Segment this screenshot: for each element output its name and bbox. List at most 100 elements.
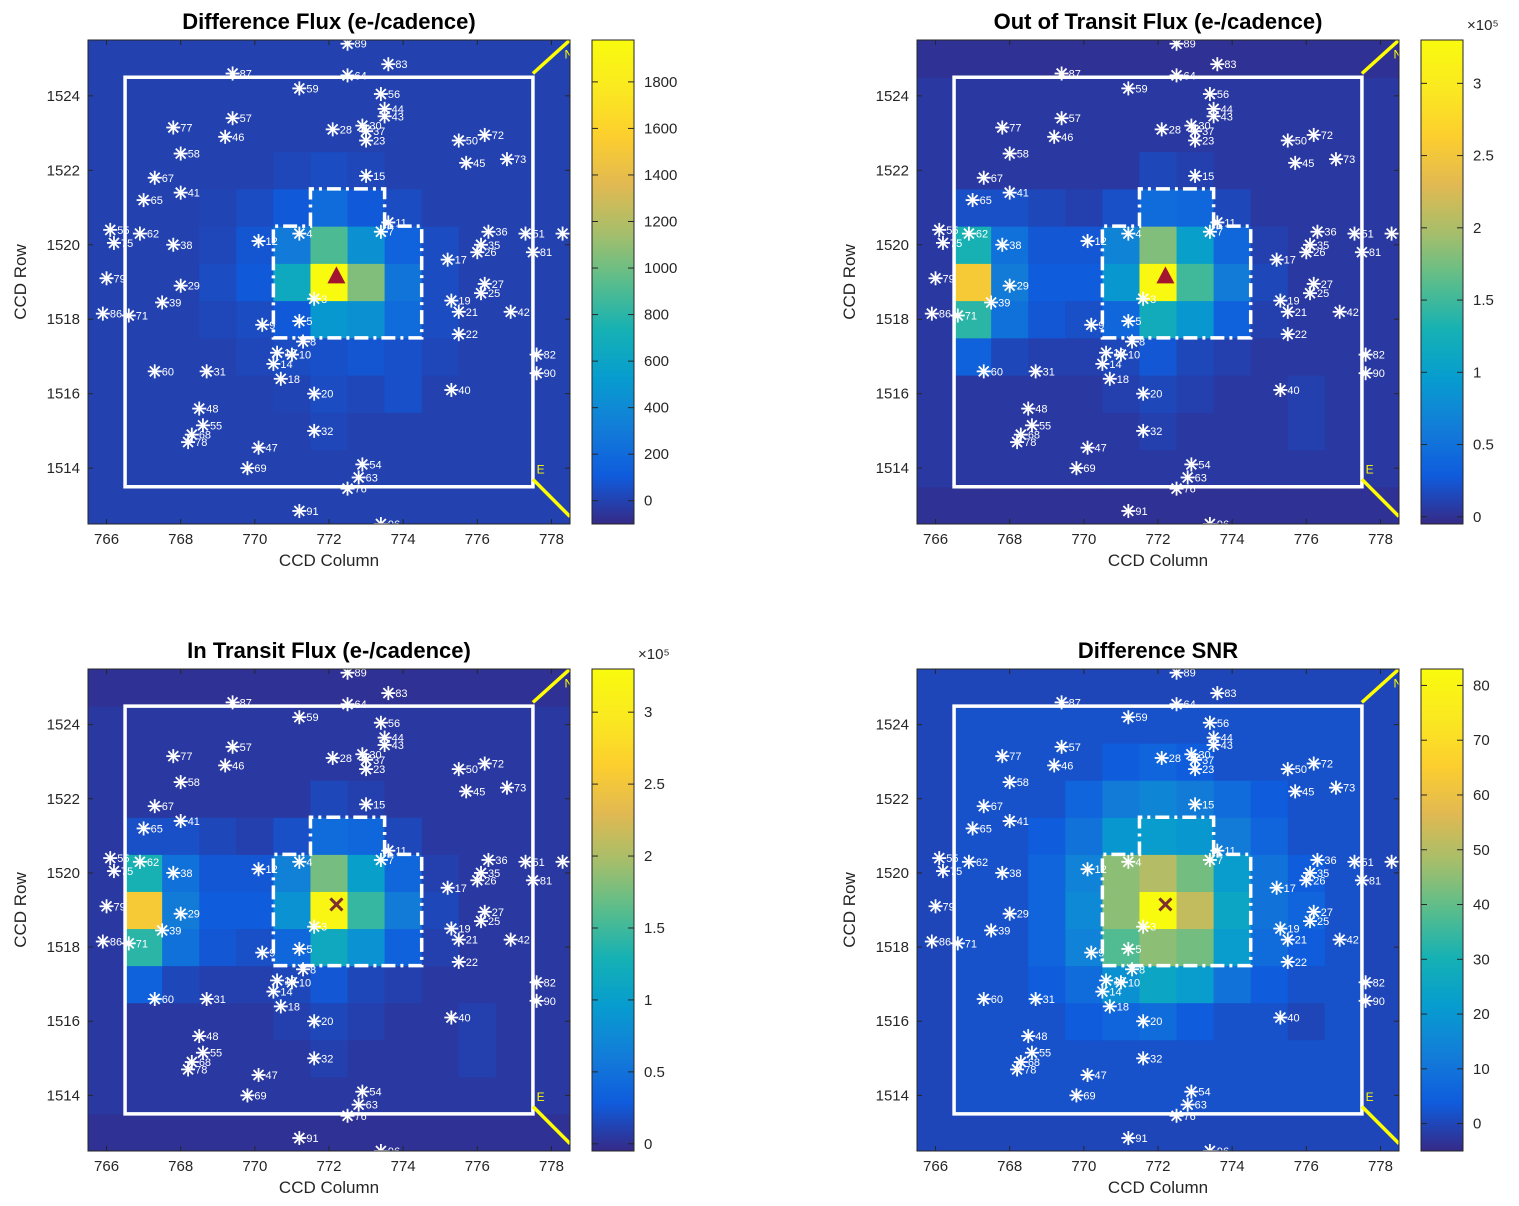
star-marker: [225, 739, 240, 754]
star-marker: [99, 271, 114, 286]
star-marker: [359, 762, 374, 777]
heatmap-cell: [1213, 226, 1252, 264]
heatmap-cell: [199, 780, 237, 818]
heatmap-cell: [384, 891, 423, 930]
star-marker: [481, 224, 496, 239]
star-marker: [355, 1084, 370, 1099]
star-label: 30: [369, 749, 381, 761]
star-marker: [1169, 697, 1184, 712]
star-marker: [1121, 314, 1136, 329]
star-marker: [1273, 921, 1288, 936]
heatmap-cell: [1065, 891, 1103, 930]
star-label: 78: [195, 437, 207, 449]
star-marker: [1202, 224, 1217, 239]
heatmap-cell: [954, 151, 992, 190]
heatmap-cell: [421, 669, 460, 707]
heatmap-cell: [236, 928, 274, 967]
star-label: 21: [1295, 307, 1307, 319]
star-label: 60: [162, 994, 174, 1006]
star-marker: [1169, 669, 1184, 680]
heatmap-cell: [532, 817, 570, 855]
heatmap-cell: [1139, 486, 1178, 524]
star-marker: [529, 993, 544, 1008]
heatmap-cell: [1028, 854, 1066, 892]
star-label: 46: [232, 760, 244, 772]
star-marker: [292, 710, 307, 725]
star-marker: [307, 386, 322, 401]
star-marker: [1002, 278, 1017, 293]
star-label: 29: [188, 909, 200, 921]
star-label: 54: [1198, 1087, 1210, 1099]
heatmap-cell: [1028, 780, 1066, 818]
star-marker: [976, 991, 991, 1006]
star-marker: [470, 245, 485, 260]
heatmap-cell: [458, 1002, 497, 1041]
heatmap-cell: [495, 40, 534, 78]
star-marker: [192, 1029, 207, 1044]
heatmap-cell: [88, 40, 126, 78]
star-label: 19: [1287, 296, 1299, 308]
heatmap-cell: [954, 928, 992, 967]
heatmap-cell: [88, 77, 126, 115]
heatmap-cell: [125, 706, 163, 744]
heatmap-cell: [1287, 375, 1326, 413]
x-tick-label: 774: [391, 531, 416, 548]
star-marker: [1125, 334, 1140, 349]
star-marker: [95, 306, 110, 321]
heatmap-cell: [458, 337, 497, 376]
star-label: 38: [1009, 240, 1021, 252]
star-marker: [444, 382, 459, 397]
star-label: 64: [355, 70, 367, 82]
heatmap-cell: [384, 743, 423, 781]
x-tick-label: 778: [1368, 531, 1393, 548]
star-marker: [1136, 1014, 1151, 1029]
x-tick-label: 772: [1145, 1158, 1170, 1175]
star-label: 30: [1198, 749, 1210, 761]
star-marker: [1154, 122, 1169, 137]
heatmap-cell: [421, 780, 460, 818]
heatmap-cell: [1213, 114, 1252, 153]
heatmap-cell: [162, 1076, 200, 1115]
heatmap-cell: [1361, 77, 1399, 115]
star-label: 43: [1221, 740, 1233, 752]
heatmap-cell: [458, 891, 497, 930]
y-tick-label: 1524: [876, 88, 909, 105]
star-marker: [1054, 66, 1069, 81]
star-marker: [284, 975, 299, 990]
star-label: 27: [1321, 907, 1333, 919]
star-marker: [1002, 775, 1017, 790]
colorbar-tick-label: 60: [1473, 787, 1490, 804]
heatmap-cell: [917, 412, 955, 451]
star-marker: [351, 470, 366, 485]
star-label: 69: [1083, 463, 1095, 475]
heatmap-cell: [88, 706, 126, 744]
star-label: 71: [136, 938, 148, 950]
star-label: 56: [1217, 718, 1229, 730]
heatmap-cell: [532, 486, 570, 524]
heatmap-cell: [125, 1113, 163, 1151]
heatmap-cell: [1287, 1113, 1326, 1151]
star-label: 87: [240, 697, 252, 709]
star-marker: [1069, 461, 1084, 476]
heatmap-cell: [1250, 928, 1289, 967]
heatmap-cell: [1176, 965, 1215, 1004]
star-marker: [296, 334, 311, 349]
star-label: 29: [1017, 281, 1029, 293]
heatmap-cell: [1361, 1039, 1399, 1078]
star-label: 78: [1024, 1064, 1036, 1076]
star-marker: [373, 715, 388, 730]
heatmap-cell: [1361, 891, 1399, 930]
star-label: 5: [1135, 944, 1141, 956]
star-label: 89: [355, 668, 367, 680]
star-marker: [1084, 317, 1099, 332]
star-label: 31: [1043, 994, 1055, 1006]
heatmap-cell: [1324, 1039, 1363, 1078]
heatmap-cell: [273, 151, 311, 190]
star-marker: [147, 799, 162, 814]
star-label: 31: [214, 994, 226, 1006]
y-tick-label: 1520: [876, 237, 909, 254]
star-marker: [1021, 1029, 1036, 1044]
star-marker: [995, 749, 1010, 764]
heatmap-cell: [1213, 965, 1252, 1004]
